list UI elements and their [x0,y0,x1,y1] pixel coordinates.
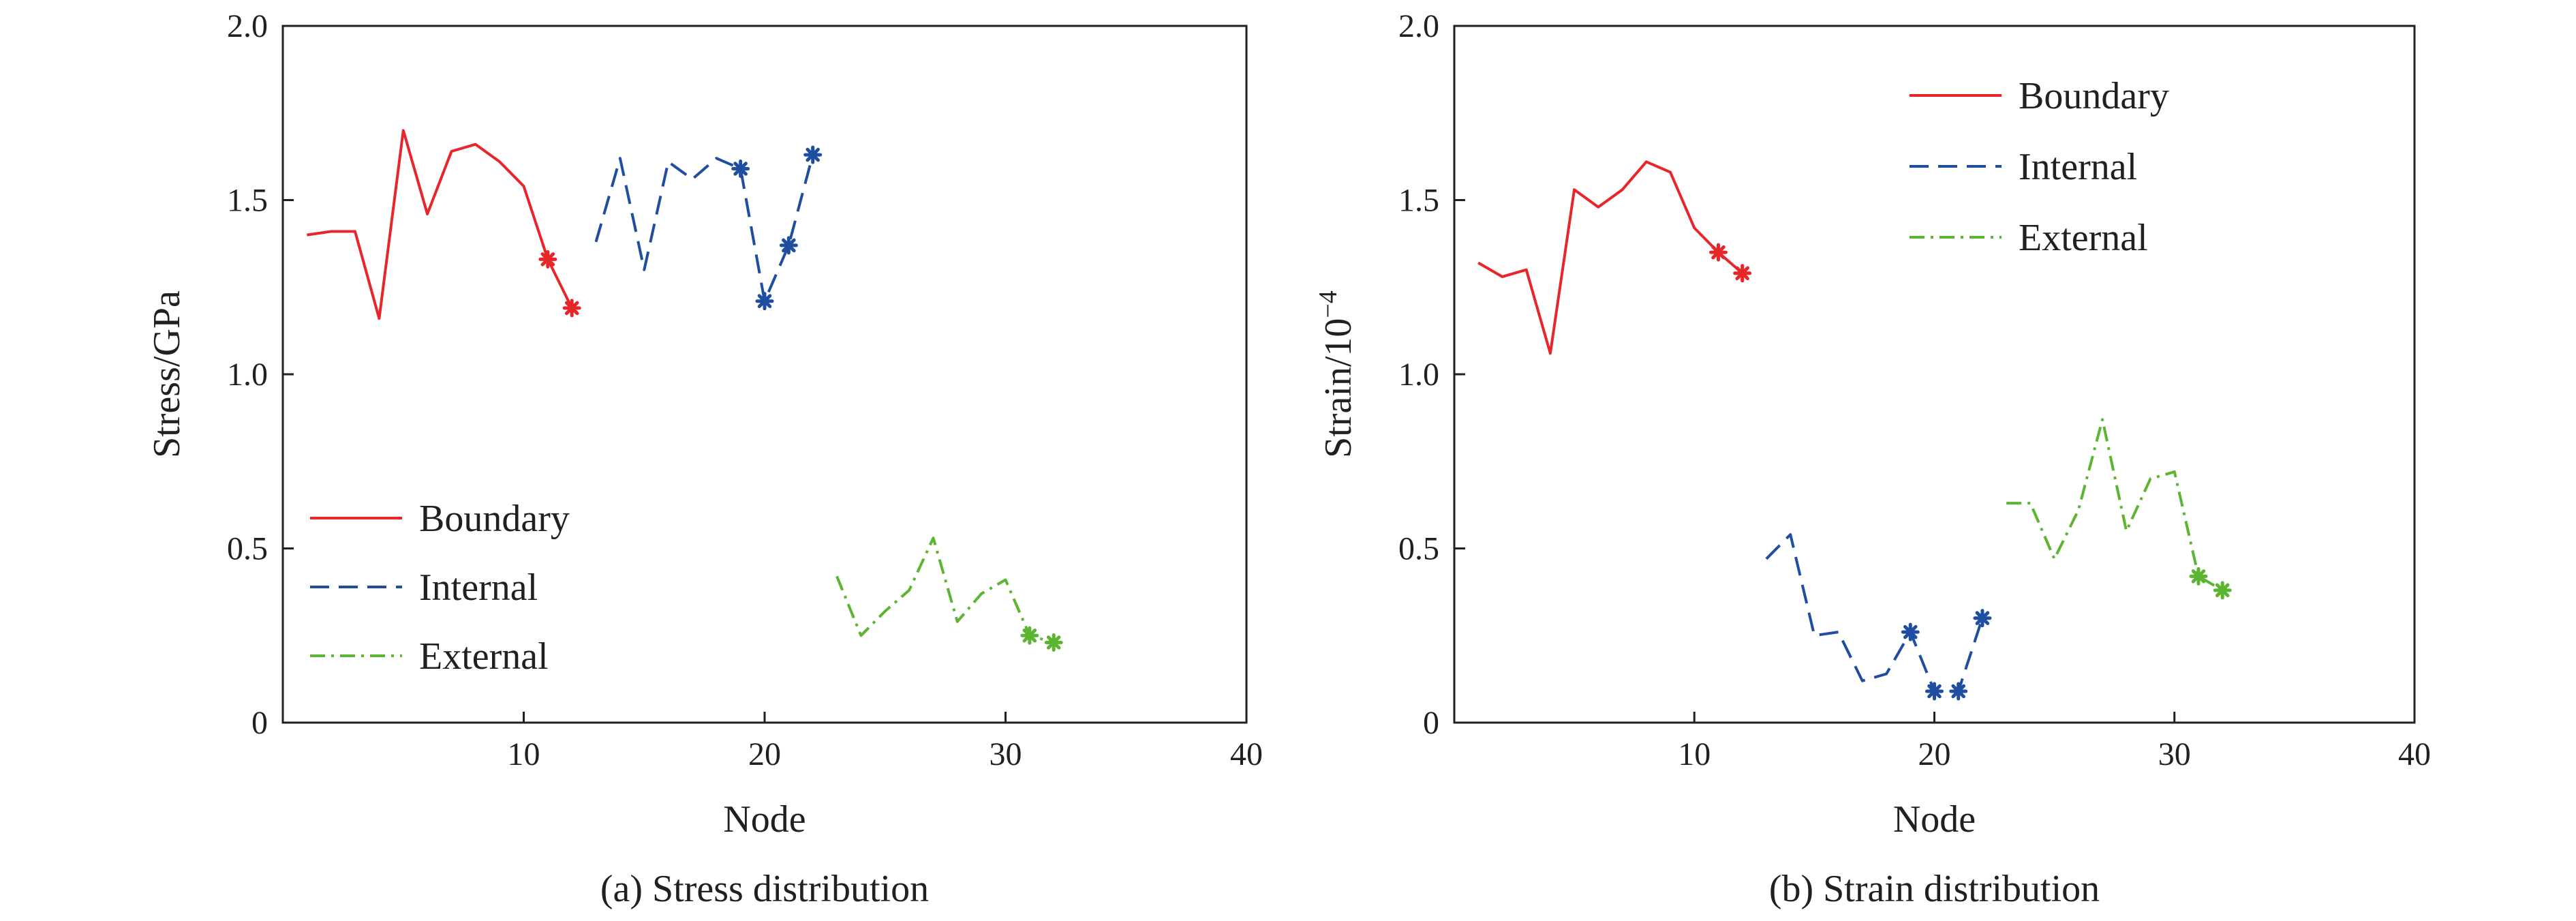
y-tick-label: 0 [1423,705,1439,741]
x-axis-label: Node [1893,798,1976,841]
y-tick-label: 0.5 [227,531,268,567]
series-boundary [307,129,581,320]
x-axis-label: Node [723,798,806,841]
y-tick-label: 2.0 [227,8,268,44]
marker-internal [1925,682,1944,701]
marker-internal [803,145,823,164]
marker-external [2189,567,2208,586]
x-tick-label: 10 [508,736,540,772]
series-line-external [835,537,1054,644]
x-tick-label: 20 [1918,736,1951,772]
series-line-boundary [307,129,573,320]
series-line-internal [594,154,814,303]
marker-internal [1949,682,1968,701]
x-tick-label: 40 [2398,736,2431,772]
marker-boundary [1708,243,1728,262]
x-tick-label: 40 [1230,736,1263,772]
y-axis-label: Stress/GPa [146,290,188,458]
y-axis-label: Strain/10−4 [1314,290,1360,458]
series-line-internal [1765,533,1984,693]
plot-frame [281,25,1248,724]
legend-label-boundary: Boundary [2019,75,2169,117]
x-tick-label: 10 [1678,736,1711,772]
marker-boundary [538,250,557,269]
y-tick-label: 1.0 [227,357,268,393]
legend-label-internal: Internal [419,567,538,609]
marker-internal [731,160,750,179]
series-external [2006,418,2232,600]
x-tick-label: 20 [748,736,781,772]
legend-label-boundary: Boundary [419,498,570,540]
figure-caption: (a) Stress distribution [600,868,929,910]
y-tick-label: 1.5 [227,183,268,219]
marker-external [2213,581,2232,600]
x-tick-label: 30 [2158,736,2191,772]
series-line-external [2006,418,2224,592]
legend-label-external: External [2019,217,2148,259]
y-tick-label: 1.0 [1398,357,1439,393]
marker-internal [755,292,774,311]
marker-internal [779,236,798,255]
y-tick-label: 0.5 [1398,531,1439,567]
y-tick-label: 0 [251,705,268,741]
x-tick-label: 30 [990,736,1022,772]
series-internal [1765,533,1992,701]
marker-internal [1901,622,1920,641]
chart-panel-strain: 0 0.5 1.0 1.5 2.0 10 20 30 40 Node Strain/10−4 Boun… [1314,8,2431,910]
plot-frame [1453,25,2416,724]
legend: Boundary Internal External [310,498,570,678]
marker-boundary [562,299,581,318]
y-tick-label: 1.5 [1398,183,1439,219]
y-tick-label: 2.0 [1398,8,1439,44]
series-line-boundary [1477,160,1744,355]
legend-label-internal: Internal [2019,146,2137,188]
marker-external [1020,626,1039,645]
marker-external [1044,633,1063,652]
series-boundary [1477,160,1752,355]
marker-internal [1973,609,1992,628]
legend-label-external: External [419,635,549,678]
legend: Boundary Internal External [1910,75,2169,259]
figure-caption: (b) Strain distribution [1769,868,2100,910]
chart-panel-stress: 0 0.5 1.0 1.5 2.0 10 20 30 40 Node Stress/GPa Bound… [146,8,1263,910]
series-external [835,537,1063,652]
series-internal [594,145,823,311]
marker-boundary [1733,264,1752,283]
